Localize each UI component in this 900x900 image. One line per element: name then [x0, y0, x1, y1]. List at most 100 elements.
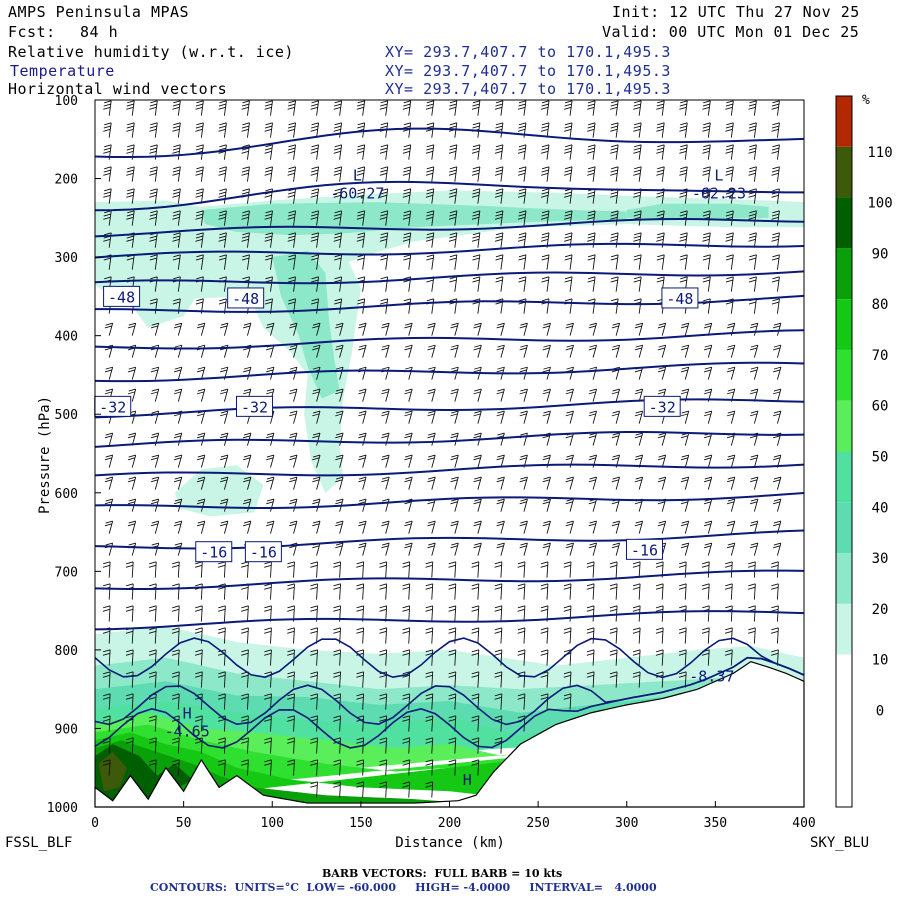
y-tick-label-6: 700	[55, 565, 78, 580]
extremum-value-1: -62.23	[692, 184, 746, 202]
wind-barb-819	[425, 693, 434, 710]
terrain-mask	[94, 661, 805, 808]
wind-barb-325	[680, 322, 690, 336]
wind-barb-6	[241, 100, 250, 116]
wind-barb-73	[402, 144, 412, 160]
wind-barb-8	[287, 100, 296, 116]
wind-barb-238	[748, 254, 757, 270]
wind-barb-44	[425, 122, 435, 138]
wind-barb-625	[680, 542, 690, 556]
wind-barb-756	[241, 649, 249, 666]
contour-note: CONTOURS: UNITS=°C LOW= -60.000 HIGH= -4…	[150, 881, 657, 894]
wind-barb-154	[195, 210, 204, 226]
wind-barb-75	[448, 144, 458, 160]
wind-barb-633	[171, 561, 180, 578]
field-rh-xy: XY= 293.7,407.7 to 170.1,495.3	[385, 43, 671, 61]
contour-label-3: -32	[99, 398, 126, 416]
wind-barb-9	[310, 100, 320, 116]
wind-barb-870	[310, 759, 318, 776]
wind-barb-129	[310, 188, 320, 204]
wind-barb-766	[471, 649, 480, 666]
wind-barb-224	[426, 254, 435, 270]
wind-barb-817	[379, 693, 388, 710]
wind-barb-822	[494, 693, 503, 710]
wind-barb-119	[771, 166, 780, 182]
wind-barb-738	[517, 627, 526, 644]
colorbar-swatch-10	[836, 603, 852, 655]
wind-barb-169	[541, 210, 550, 226]
wind-barb-170	[564, 210, 573, 226]
wind-barb-758	[287, 649, 295, 666]
wind-barb-97	[264, 166, 273, 182]
wind-barb-250	[334, 276, 343, 292]
forecast-hour: 84 h	[80, 23, 119, 41]
wind-barb-516	[243, 476, 252, 490]
wind-barb-406	[473, 388, 482, 402]
wind-barb-176	[702, 210, 711, 226]
barb-note: BARB VECTORS: FULL BARB = 10 kts	[322, 867, 563, 880]
wind-barb-153	[172, 210, 181, 226]
wind-barb-304	[196, 322, 206, 336]
wind-barb-774	[655, 649, 664, 666]
wind-barb-558	[519, 498, 528, 512]
wind-barb-348	[519, 344, 528, 358]
wind-barb-239	[771, 254, 780, 270]
wind-barb-459	[312, 432, 321, 446]
wind-barb-702	[379, 605, 388, 622]
y-tick-label-5: 600	[55, 487, 78, 502]
y-tick-label-1: 200	[55, 173, 78, 188]
wind-barb-586	[473, 520, 482, 534]
wind-barb-731	[356, 627, 365, 644]
wind-barb-669	[310, 583, 318, 600]
wind-barb-358	[749, 344, 759, 358]
wind-barb-180	[103, 232, 112, 248]
wind-barb-649	[540, 561, 549, 578]
wind-barb-362	[150, 366, 160, 380]
wind-barb-313	[404, 322, 413, 336]
wind-barb-614	[427, 542, 436, 556]
wind-barb-266	[702, 276, 711, 292]
wind-barb-439	[542, 410, 551, 424]
wind-barb-741	[586, 627, 595, 644]
wind-barb-765	[448, 649, 457, 666]
contour-label-6: -16	[200, 544, 227, 562]
wind-barb-458	[289, 432, 298, 446]
wind-barb-185	[218, 232, 227, 248]
wind-barb-203	[633, 232, 642, 248]
wind-barb-447	[726, 410, 736, 424]
wind-barb-530	[565, 476, 574, 490]
left-station-label: FSSL_BLF	[5, 835, 72, 851]
wind-barb-35	[218, 122, 227, 138]
wind-barb-784	[218, 671, 226, 688]
wind-barb-352	[611, 344, 621, 358]
wind-barb-29	[771, 100, 780, 116]
wind-barb-223	[403, 254, 412, 270]
colorbar-tick-1: 100	[867, 196, 892, 212]
wind-barb-188	[287, 232, 296, 248]
wind-barb-864	[148, 759, 157, 776]
wind-barb-587	[496, 520, 505, 534]
wind-barb-315	[450, 322, 459, 336]
x-tick-label-4: 200	[438, 816, 461, 831]
wind-barb-146	[702, 188, 711, 204]
wind-barb-875	[425, 759, 434, 776]
wind-barb-70	[333, 144, 343, 160]
wind-barb-816	[356, 693, 365, 710]
wind-barb-818	[402, 693, 411, 710]
wind-barb-692	[148, 605, 157, 622]
wind-barb-473	[634, 432, 644, 446]
wind-barb-349	[542, 344, 551, 358]
wind-barb-91	[126, 166, 135, 182]
wind-barb-198	[517, 232, 527, 248]
colorbar-tick-2: 90	[872, 246, 889, 262]
wind-barb-630	[102, 561, 111, 578]
wind-barb-650	[563, 561, 572, 578]
x-tick-label-7: 350	[704, 816, 727, 831]
colorbar-tick-10: 10	[872, 653, 889, 669]
wind-barb-627	[726, 542, 736, 556]
wind-barb-494	[427, 454, 436, 468]
wind-barb-869	[287, 759, 295, 776]
wind-barb-430	[335, 410, 344, 424]
wind-barb-398	[289, 388, 298, 402]
wind-barb-57	[725, 122, 734, 138]
